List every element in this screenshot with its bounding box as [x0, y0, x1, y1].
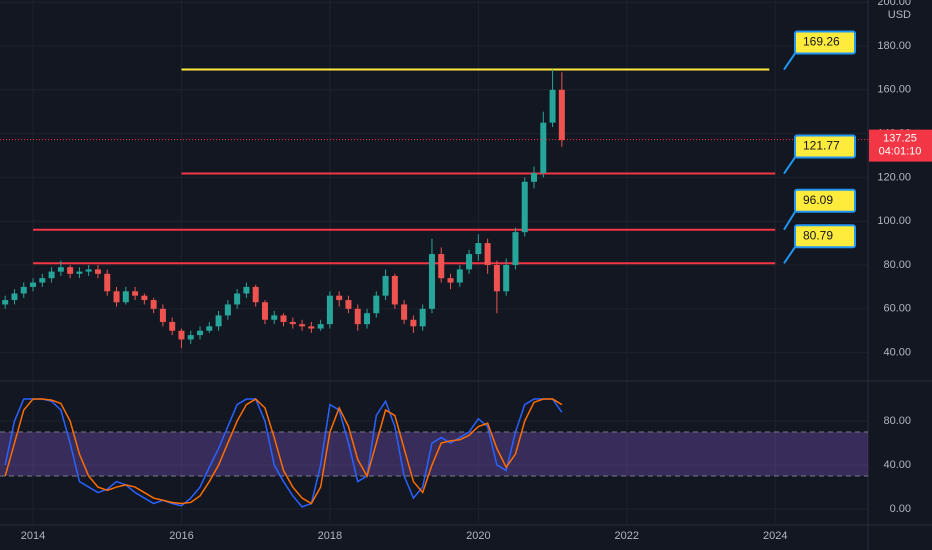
candle-body [484, 243, 491, 266]
candle-body [364, 313, 371, 325]
candle-body [30, 282, 37, 287]
y2-tick-label: 0.00 [890, 503, 911, 515]
x-tick-label: 2022 [615, 530, 639, 542]
candle-body [373, 295, 380, 314]
candle-body [345, 300, 352, 309]
y-tick-label: 60.00 [883, 303, 911, 315]
candle-body [76, 271, 83, 274]
candle-body [39, 278, 46, 283]
x-tick-label: 2014 [21, 530, 45, 542]
stoch-band [0, 432, 868, 477]
candle-body [94, 269, 101, 274]
callout-box [794, 30, 856, 55]
x-tick-label: 2016 [169, 530, 193, 542]
callout-pointer [783, 208, 798, 231]
candle-body [11, 293, 18, 301]
candle-body [280, 315, 287, 322]
candle-body [326, 295, 333, 325]
y-tick-label: 100.00 [877, 215, 911, 227]
candle-body [456, 269, 463, 283]
candle-body [85, 269, 92, 272]
candle-body [493, 265, 500, 292]
candle-body [104, 273, 111, 292]
y2-tick-label: 80.00 [883, 415, 911, 427]
y-tick-label: 200.00 [877, 0, 911, 8]
candle-body [113, 291, 120, 303]
candle-body [540, 122, 547, 174]
candle-body [48, 271, 55, 279]
candle-body [150, 300, 157, 309]
callout-label: 169.26 [803, 35, 840, 49]
last-price-badge [869, 129, 932, 162]
y-tick-label: 80.00 [883, 259, 911, 271]
callout-box [794, 224, 856, 249]
candle-body [243, 286, 250, 294]
candle-body [261, 302, 268, 320]
callout-label: 80.79 [803, 228, 833, 242]
candle-body [271, 315, 278, 320]
candle-body [2, 300, 9, 305]
candle-body [419, 308, 426, 327]
candle-body [354, 308, 361, 325]
candle-body [169, 321, 176, 331]
callout-label: 96.09 [803, 193, 833, 207]
x-tick-label: 2024 [763, 530, 787, 542]
candle-body [289, 321, 296, 325]
candle-body [299, 324, 306, 327]
y-tick-label: 40.00 [883, 347, 911, 359]
candle-body [206, 326, 213, 331]
candle-body [187, 335, 194, 340]
candle-body [57, 267, 64, 272]
candle-body [132, 291, 139, 296]
x-tick-label: 2018 [318, 530, 342, 542]
y-tick-label: 180.00 [877, 40, 911, 52]
countdown-label: 04:01:10 [879, 146, 922, 158]
candle-body [531, 173, 538, 182]
candle-body [475, 243, 482, 255]
candle-body [141, 295, 148, 301]
candle-body [391, 275, 398, 305]
currency-label: USD [888, 9, 911, 21]
candle-body [521, 181, 528, 233]
candle-body [410, 319, 417, 327]
candle-body [447, 278, 454, 283]
candle-body [428, 254, 435, 309]
candle-body [503, 265, 510, 292]
y-tick-label: 120.00 [877, 171, 911, 183]
x-tick-label: 2020 [466, 530, 490, 542]
candle-body [178, 330, 185, 340]
candle-body [234, 293, 241, 305]
candle-body [317, 324, 324, 329]
candle-body [438, 254, 445, 279]
candle-body [308, 326, 315, 329]
callout-box [794, 134, 856, 159]
y2-tick-label: 40.00 [883, 459, 911, 471]
candle-body [224, 304, 231, 316]
candle-body [382, 275, 389, 296]
candle-body [215, 315, 222, 327]
candle-body [549, 89, 556, 123]
candle-body [466, 254, 473, 270]
candle-body [558, 89, 565, 141]
callout-box [794, 188, 856, 213]
candle-body [159, 308, 166, 322]
candle-body [67, 267, 74, 274]
candle-body [197, 330, 204, 336]
stoch-line [4, 398, 563, 508]
candle-body [252, 286, 259, 303]
last-price-label: 137.25 [883, 133, 917, 145]
candle-body [336, 295, 343, 301]
candle-body [122, 291, 129, 303]
stoch-line [4, 398, 563, 505]
candle-body [401, 304, 408, 320]
callout-label: 121.77 [803, 139, 840, 153]
y-tick-label: 160.00 [877, 84, 911, 96]
candle-body [20, 286, 27, 294]
candle-body [512, 232, 519, 266]
